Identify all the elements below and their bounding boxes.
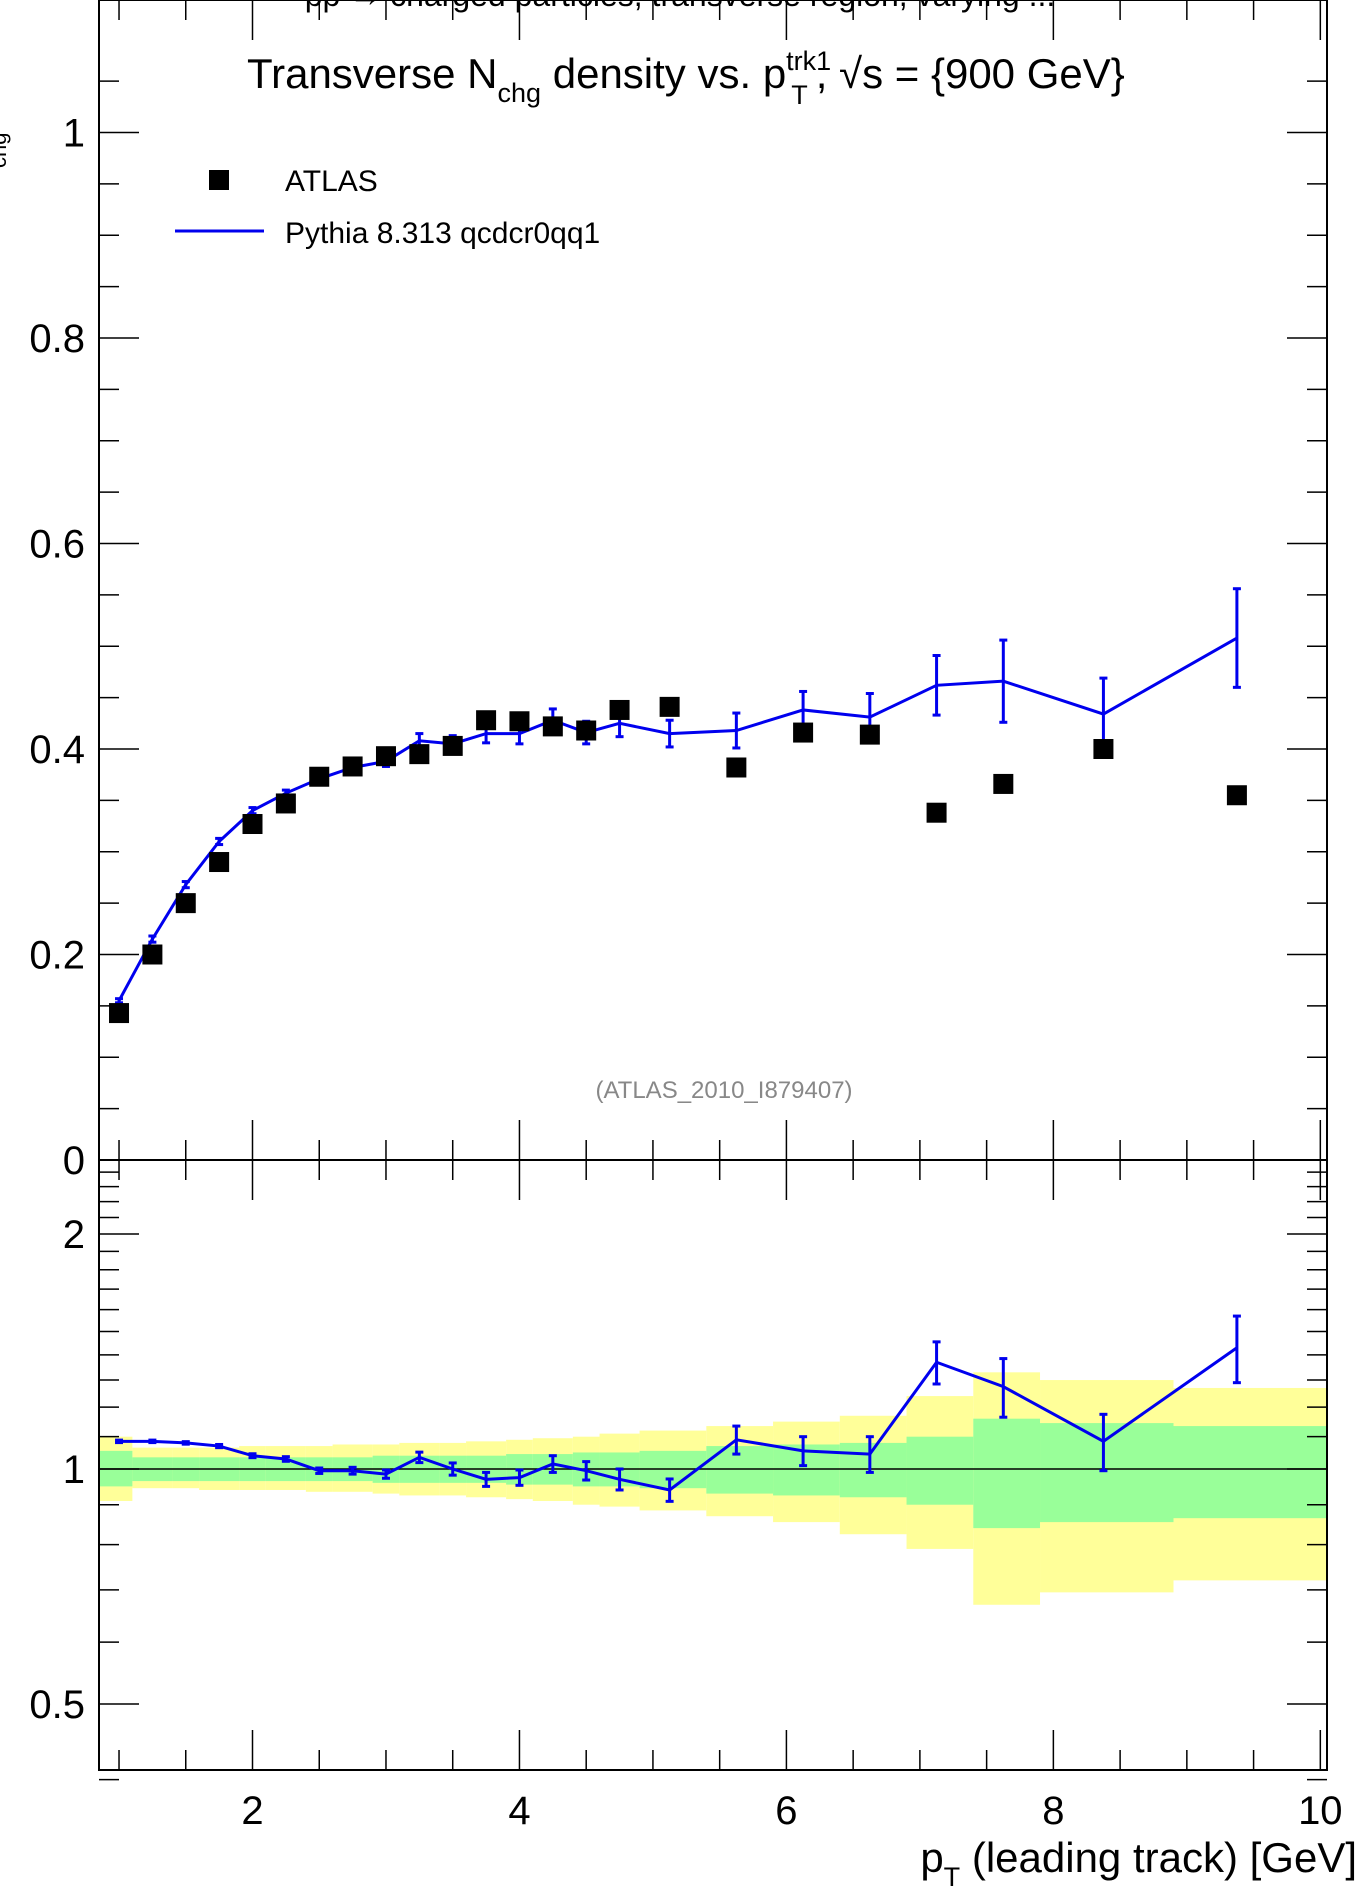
atlas-data-point	[409, 744, 430, 765]
ratio-error-bar	[548, 1454, 557, 1474]
ratio-error-bar	[248, 1452, 257, 1460]
main-plot-frame	[98, 0, 1328, 1161]
main-data-points	[109, 696, 1247, 1024]
legend-atlas-label: ATLAS	[285, 165, 378, 198]
mc-error-bar	[999, 638, 1008, 724]
atlas-data-point	[342, 756, 363, 777]
ratio-error-bar	[148, 1438, 157, 1445]
ratio-error-bar	[865, 1435, 874, 1474]
ratio-error-bar	[482, 1470, 491, 1488]
ratio-error-bar	[799, 1435, 808, 1468]
mc-error-bar	[1232, 587, 1241, 689]
ratio-error-bar	[1099, 1412, 1108, 1473]
x-tick-label: 8	[1042, 1789, 1064, 1833]
main-axes-ticks	[99, 0, 1327, 1161]
atlas-data-point	[209, 852, 230, 873]
header-fragment: pp → charged particles, transverse regio…	[305, 0, 1056, 13]
ratio-mc-error-bars	[115, 1314, 1241, 1503]
ratio-error-bar	[315, 1466, 324, 1475]
atlas-data-point	[175, 893, 196, 914]
ratio-error-bar	[281, 1455, 290, 1463]
ratio-y-tick-label: 2	[63, 1213, 85, 1257]
main-y-tick-label: 0.6	[29, 523, 85, 567]
plot-title: Transverse Nchg density vs. ptrk1 T, √s =…	[247, 46, 1125, 110]
ratio-error-bar	[215, 1442, 224, 1450]
main-mc-line	[117, 636, 1238, 1002]
atlas-data-point	[726, 757, 747, 778]
atlas-data-point	[142, 944, 163, 965]
ratio-y-tick-label: 1	[63, 1448, 85, 1492]
x-tick-label: 2	[241, 1789, 263, 1833]
atlas-data-point	[793, 722, 814, 743]
atlas-data-point	[109, 1003, 130, 1024]
ratio-inner-band	[906, 1436, 974, 1505]
atlas-data-point	[859, 724, 880, 745]
ratio-error-bar	[348, 1465, 357, 1476]
ratio-error-bar	[665, 1477, 674, 1503]
ratio-error-bar	[415, 1450, 424, 1465]
x-tick-label: 6	[775, 1789, 797, 1833]
x-axis-label: pT (leading track) [GeV]	[920, 1834, 1357, 1888]
main-y-axis-label-fragment: chg	[0, 133, 11, 168]
ratio-inner-band	[973, 1418, 1041, 1529]
ratio-axes-ticks	[99, 1160, 1327, 1781]
atlas-data-point	[275, 793, 296, 814]
mc-error-bar	[665, 718, 674, 749]
atlas-data-point	[476, 710, 497, 731]
atlas-data-point	[309, 766, 330, 787]
ratio-error-bar	[181, 1440, 190, 1446]
ratio-inner-band	[1173, 1426, 1327, 1519]
atlas-data-point	[242, 814, 263, 835]
atlas-data-point	[1093, 739, 1114, 759]
mc-error-bar	[115, 997, 124, 1005]
atlas-data-point	[926, 802, 947, 823]
ratio-mc-line	[119, 1346, 1238, 1492]
x-tick-label: 10	[1298, 1789, 1343, 1833]
main-y-tick-label: 0.4	[29, 728, 85, 772]
main-y-tick-label: 0.2	[29, 934, 85, 978]
legend: ATLAS Pythia 8.313 qcdcr0qq1	[175, 165, 600, 250]
atlas-data-point	[375, 746, 396, 767]
atlas-data-point	[609, 699, 630, 720]
legend-pythia-label: Pythia 8.313 qcdcr0qq1	[285, 217, 600, 250]
mc-error-bar	[181, 880, 190, 890]
x-tick-label: 4	[508, 1789, 530, 1833]
ratio-error-bar	[515, 1468, 524, 1487]
ratio-panel: 0.5 1 2 2 4 6 8 10	[29, 1159, 1343, 1833]
ratio-y-tick-label: 0.5	[29, 1683, 85, 1727]
ratio-error-bar	[115, 1438, 124, 1445]
ratio-error-bar	[732, 1424, 741, 1456]
mc-error-bar	[932, 653, 941, 717]
atlas-data-point	[509, 711, 530, 732]
atlas-data-point	[442, 735, 463, 756]
ratio-error-bar	[1232, 1314, 1241, 1385]
ratio-error-bar	[448, 1461, 457, 1477]
ratio-error-bar	[932, 1340, 941, 1386]
ratio-error-bar	[582, 1460, 591, 1482]
legend-atlas-marker	[209, 170, 229, 190]
mc-error-bar	[148, 934, 157, 944]
ratio-plot-frame	[98, 1159, 1328, 1771]
main-y-tick-label: 0.8	[29, 317, 85, 361]
atlas-data-point	[1226, 785, 1247, 806]
ratio-uncertainty-bands	[99, 1372, 1327, 1605]
atlas-data-point	[659, 696, 680, 717]
main-y-tick-label: 0	[63, 1139, 85, 1183]
mc-error-bar	[215, 836, 224, 847]
main-y-tick-label: 1	[63, 112, 85, 156]
atlas-data-point	[993, 773, 1014, 794]
mc-error-bar	[732, 711, 741, 750]
ratio-y-tick-labels: 0.5 1 2	[29, 1213, 85, 1727]
atlas-data-point	[576, 720, 597, 741]
x-tick-labels: 2 4 6 8 10	[241, 1789, 1342, 1833]
atlas-data-point	[542, 716, 563, 737]
ratio-error-bar	[615, 1467, 624, 1492]
analysis-annotation: (ATLAS_2010_I879407)	[595, 1077, 852, 1104]
ratio-error-bar	[999, 1357, 1008, 1419]
main-y-tick-labels: 0 0.2 0.4 0.6 0.8 1	[29, 112, 85, 1184]
mc-error-bar	[248, 806, 257, 816]
ratio-error-bar	[381, 1468, 390, 1480]
